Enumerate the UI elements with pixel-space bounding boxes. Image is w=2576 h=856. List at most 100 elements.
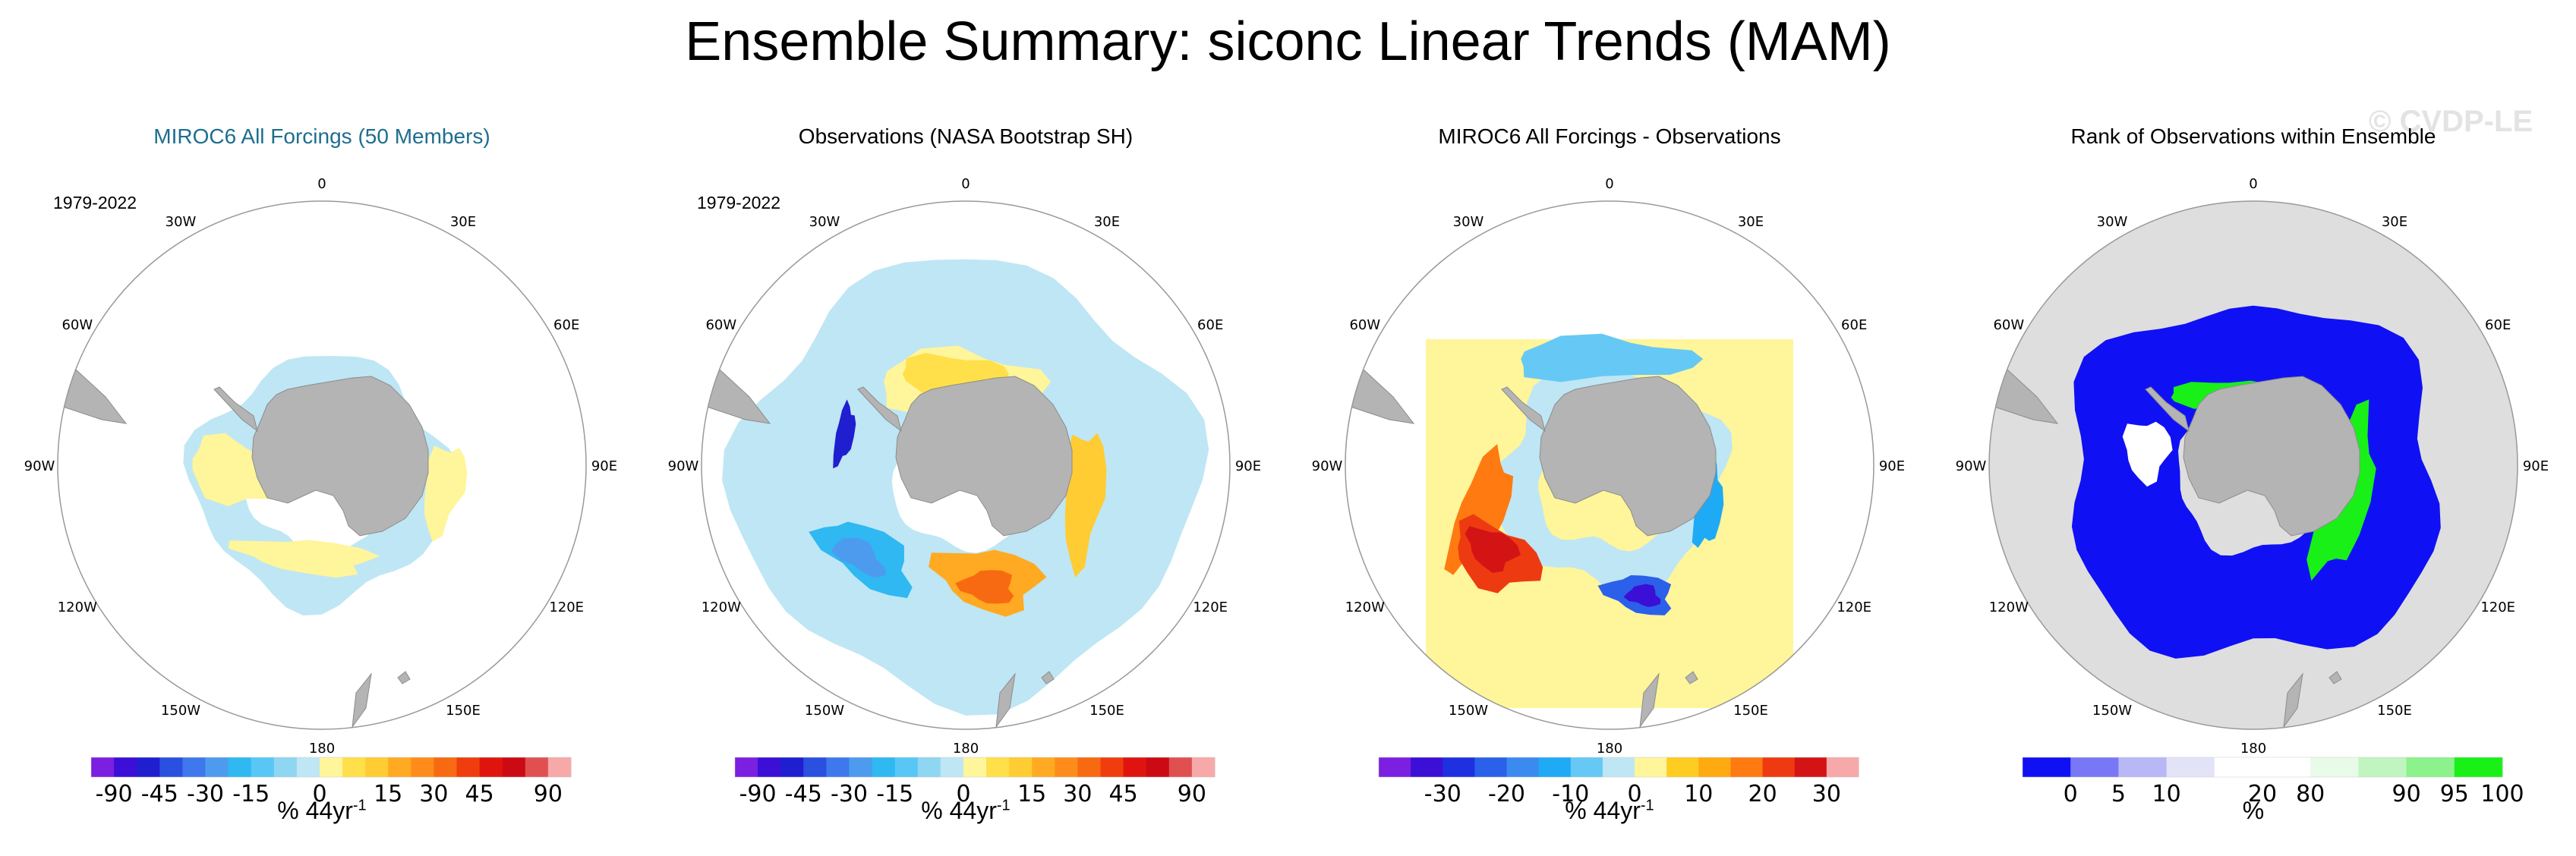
longitude-label: 60E: [553, 317, 579, 333]
colorbar-box: [1474, 757, 1508, 777]
colorbar-box: [1506, 757, 1540, 777]
colorbar-box: [1698, 757, 1732, 777]
colorbar-box: [319, 757, 343, 777]
polar-map: 0 30E 60E 90E 120E 150E 180 150W 120W 90W 60W 30W -3…: [1312, 176, 1905, 807]
colorbar-tick-label: -90: [739, 781, 777, 807]
longitude-label: 30E: [450, 214, 476, 230]
colorbar-box: [940, 757, 964, 777]
units-text: % 44yr: [277, 797, 353, 824]
longitude-label: 180: [953, 741, 979, 757]
south-america: [702, 350, 771, 424]
longitude-label: 180: [309, 741, 335, 757]
longitude-label: 60W: [1993, 317, 2024, 333]
longitude-label: 120E: [2480, 600, 2515, 615]
map-field: [58, 350, 468, 729]
colorbar-box: [1009, 757, 1033, 777]
antarctica: [2183, 376, 2360, 537]
new-zealand: [1639, 672, 1660, 729]
colorbar: -90 -45 -30 -15 0 15 30 45 90: [90, 757, 572, 807]
units-exponent: -1: [352, 797, 367, 814]
colorbar-box: [1538, 757, 1572, 777]
field-region: [1064, 433, 1107, 577]
longitude-label: 0: [961, 176, 970, 192]
longitude-label: 120W: [58, 600, 97, 615]
tasmania: [397, 671, 411, 684]
field-region: [2122, 421, 2173, 487]
longitude-label: 180: [2240, 741, 2266, 757]
longitude-label: 180: [1597, 741, 1622, 757]
field-region: [424, 445, 468, 542]
colorbar-tick-label: -45: [141, 781, 178, 807]
colorbar-tick-label: 10: [1684, 781, 1713, 807]
new-zealand: [352, 672, 372, 729]
land: [1345, 350, 1717, 729]
colorbar-box: [826, 757, 850, 777]
tasmania: [1041, 671, 1055, 684]
colorbar-box: [758, 757, 781, 777]
field-region: [2071, 305, 2441, 659]
colorbar-box: [735, 757, 758, 777]
longitude-label: 30E: [1094, 214, 1120, 230]
antarctic-peninsula: [2145, 386, 2190, 433]
colorbar-box: [986, 757, 1010, 777]
colorbar: -90 -45 -30 -15 0 15 30 45 90: [734, 757, 1215, 807]
colorbar-box: [91, 757, 115, 777]
map-boundary: [701, 200, 1231, 730]
colorbar-box: [803, 757, 827, 777]
colorbar-box: [1055, 757, 1079, 777]
colorbar-tick-label: 45: [465, 781, 494, 807]
longitude-label: 90W: [1956, 458, 1987, 474]
polar-map: 0 30E 60E 90E 120E 150E 180 150W 120W 90W 60W 30W 0 5…: [1956, 176, 2549, 807]
colorbar-tick-label: 95: [2440, 781, 2469, 807]
antarctic-peninsula: [857, 386, 902, 433]
colorbar-box: [2454, 757, 2503, 777]
colorbar-box: [114, 757, 137, 777]
longitude-label: 30W: [2097, 214, 2128, 230]
colorbar-box: [1379, 757, 1411, 777]
colorbar-tick-label: 0: [312, 781, 326, 807]
panel-rank: 0 30E 60E 90E 120E 150E 180 150W 120W 90W 60W 30W 0 5…: [1931, 114, 2575, 856]
panel-difference: 0 30E 60E 90E 120E 150E 180 150W 120W 90W 60W 30W -3…: [1288, 114, 1931, 856]
longitude-label: 60W: [705, 317, 736, 333]
colorbar-box: [872, 757, 896, 777]
colorbar-box: [2406, 757, 2455, 777]
colorbar-box: [1032, 757, 1055, 777]
colorbar-box: [2118, 757, 2168, 777]
longitude-label: 30W: [809, 214, 840, 230]
south-america: [58, 350, 128, 424]
longitude-label: 150W: [2092, 703, 2132, 719]
colorbar-box: [479, 757, 503, 777]
colorbar-tick-label: 0: [1628, 781, 1642, 807]
colorbar-tick-label: 20: [1748, 781, 1777, 807]
colorbar-box: [917, 757, 941, 777]
map-field: [1989, 201, 2518, 729]
longitude-label: 90W: [668, 458, 699, 474]
colorbar: 0 5 10 20 80 90 95 100: [2022, 757, 2524, 807]
panel-title: Observations (NASA Bootstrap SH): [798, 124, 1134, 148]
colorbar-box: [1191, 757, 1215, 777]
south-america: [1345, 350, 1415, 424]
longitude-label: 120W: [702, 600, 741, 615]
longitude-labels: 0 30E 60E 90E 120E 150E 180 150W 120W 90W 60W 30W: [24, 176, 617, 757]
colorbar-tick-label: 0: [956, 781, 970, 807]
colorbar-box: [205, 757, 229, 777]
map-boundary: [1345, 200, 1874, 730]
longitude-label: 60E: [1197, 317, 1223, 333]
colorbar-box: [2358, 757, 2407, 777]
longitude-label: 60W: [1349, 317, 1380, 333]
colorbar-tick-label: -20: [1488, 781, 1525, 807]
longitude-label: 30E: [2382, 214, 2407, 230]
colorbar-box: [2214, 757, 2263, 777]
colorbar-box: [1146, 757, 1170, 777]
longitude-label: 150E: [446, 703, 481, 719]
field-region: [955, 570, 1014, 604]
colorbar-box: [137, 757, 160, 777]
colorbar-box: [2166, 757, 2215, 777]
colorbar-box: [342, 757, 366, 777]
longitude-label: 120W: [1345, 600, 1385, 615]
units-text: % 44yr: [1565, 797, 1641, 824]
antarctica: [251, 376, 429, 537]
map-boundary: [1988, 200, 2518, 730]
period-label: 1979-2022: [53, 193, 137, 212]
field-region: [902, 353, 1009, 396]
